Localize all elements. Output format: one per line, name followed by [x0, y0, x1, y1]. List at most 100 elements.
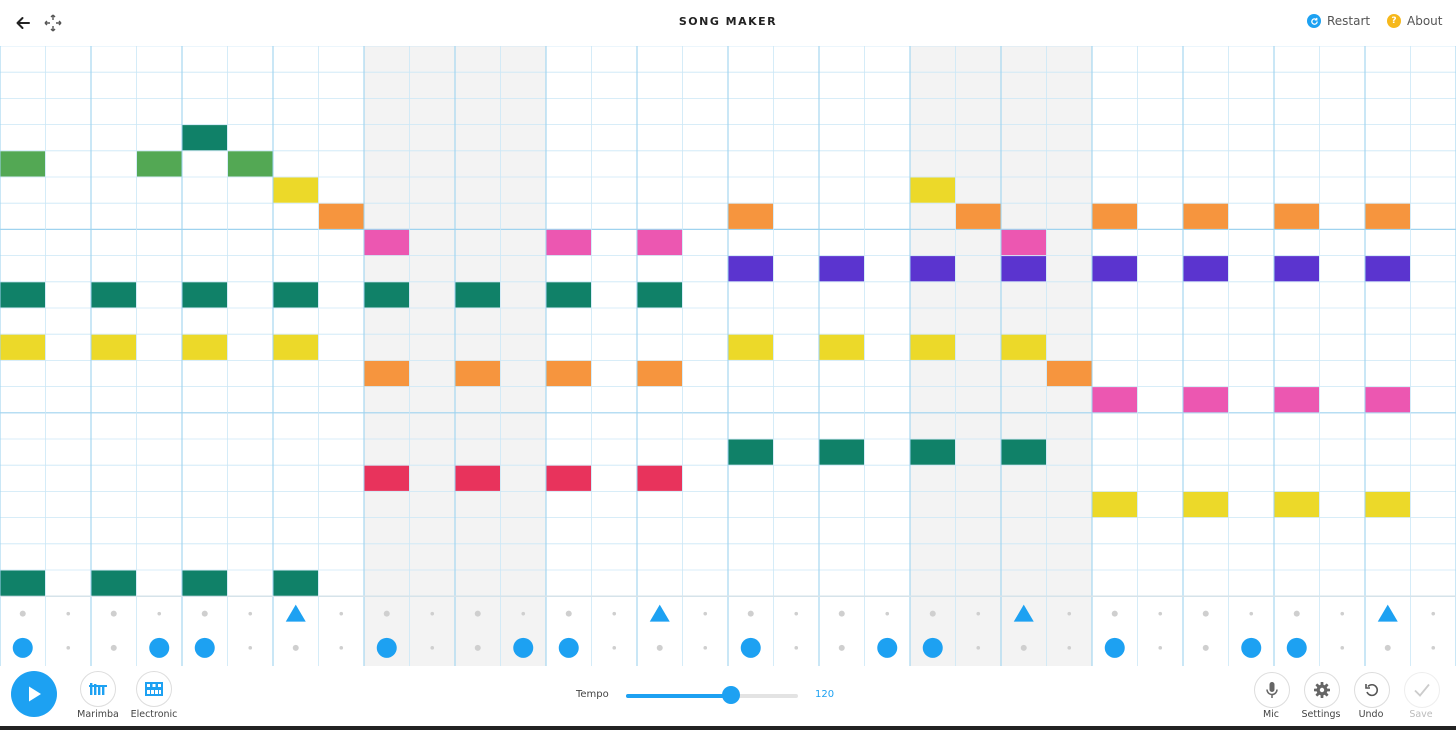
percussion-dot[interactable] [521, 611, 526, 616]
note-cell[interactable] [637, 465, 683, 491]
note-cell[interactable] [1365, 256, 1411, 282]
note-cell[interactable] [273, 177, 319, 203]
note-cell[interactable] [1183, 491, 1229, 518]
note-cell[interactable] [364, 282, 410, 308]
percussion-dot[interactable] [1431, 611, 1436, 616]
percussion-dot[interactable] [703, 646, 708, 650]
percussion-circle[interactable] [376, 637, 397, 658]
note-cell[interactable] [1274, 256, 1320, 282]
percussion-dot[interactable] [1067, 646, 1072, 650]
note-cell[interactable] [1092, 387, 1138, 413]
note-cell[interactable] [819, 256, 865, 282]
percussion-dot[interactable] [1340, 646, 1345, 650]
note-cell[interactable] [1183, 387, 1229, 413]
note-cell[interactable] [182, 570, 228, 596]
percussion-dot[interactable] [1293, 610, 1300, 617]
percussion-dot[interactable] [1111, 610, 1118, 617]
note-cell[interactable] [1092, 256, 1138, 282]
percussion-circle[interactable] [513, 637, 534, 658]
percussion-dot[interactable] [976, 646, 981, 650]
note-cell[interactable] [1365, 491, 1411, 518]
note-cell[interactable] [1365, 203, 1411, 229]
note-cell[interactable] [1001, 229, 1047, 256]
percussion-dot[interactable] [1202, 644, 1209, 651]
note-cell[interactable] [819, 334, 865, 360]
song-grid[interactable] [0, 46, 1456, 666]
note-cell[interactable] [637, 229, 683, 256]
percussion-triangle[interactable] [285, 604, 306, 622]
percussion-triangle[interactable] [1377, 604, 1398, 622]
note-cell[interactable] [910, 334, 956, 360]
note-cell[interactable] [137, 151, 182, 177]
note-cell[interactable] [91, 334, 137, 360]
note-cell[interactable] [1092, 491, 1138, 518]
undo-button[interactable] [1354, 672, 1390, 708]
percussion-dot[interactable] [976, 611, 981, 616]
save-button[interactable] [1404, 672, 1440, 708]
percussion-dot[interactable] [201, 610, 208, 617]
tempo-slider-thumb[interactable] [721, 686, 740, 704]
percussion-dot[interactable] [1158, 646, 1163, 650]
note-cell[interactable] [956, 203, 1001, 229]
marimba-button[interactable] [80, 671, 116, 707]
note-cell[interactable] [319, 203, 364, 229]
percussion-dot[interactable] [656, 644, 663, 651]
percussion-dot[interactable] [1384, 644, 1391, 651]
percussion-dot[interactable] [66, 646, 71, 650]
note-cell[interactable] [228, 151, 273, 177]
restart-button[interactable]: Restart [1307, 14, 1370, 28]
note-cell[interactable] [0, 334, 46, 360]
percussion-dot[interactable] [794, 646, 799, 650]
note-cell[interactable] [1183, 256, 1229, 282]
percussion-circle[interactable] [922, 637, 943, 658]
percussion-dot[interactable] [1431, 646, 1436, 650]
move-button[interactable] [41, 11, 65, 35]
percussion-dot[interactable] [929, 610, 936, 617]
note-cell[interactable] [546, 360, 592, 387]
note-cell[interactable] [1274, 203, 1320, 229]
percussion-circle[interactable] [149, 637, 170, 658]
note-cell[interactable] [910, 256, 956, 282]
note-cell[interactable] [546, 465, 592, 491]
mic-button[interactable] [1254, 672, 1290, 708]
percussion-circle[interactable] [194, 637, 215, 658]
note-cell[interactable] [182, 334, 228, 360]
percussion-dot[interactable] [430, 646, 435, 650]
note-cell[interactable] [1274, 491, 1320, 518]
note-cell[interactable] [1274, 387, 1320, 413]
percussion-dot[interactable] [703, 611, 708, 616]
note-cell[interactable] [91, 570, 137, 596]
percussion-dot[interactable] [19, 610, 26, 617]
percussion-dot[interactable] [1067, 611, 1072, 616]
play-button[interactable] [11, 671, 57, 717]
percussion-triangle[interactable] [1013, 604, 1034, 622]
note-cell[interactable] [182, 282, 228, 308]
percussion-dot[interactable] [248, 646, 253, 650]
note-cell[interactable] [455, 465, 501, 491]
electronic-button[interactable] [136, 671, 172, 707]
percussion-dot[interactable] [1249, 611, 1254, 616]
percussion-circle[interactable] [1104, 637, 1125, 658]
note-cell[interactable] [1001, 439, 1047, 465]
percussion-dot[interactable] [794, 611, 799, 616]
settings-button[interactable] [1304, 672, 1340, 708]
percussion-circle[interactable] [740, 637, 761, 658]
percussion-dot[interactable] [110, 644, 117, 651]
note-cell[interactable] [1001, 334, 1047, 360]
note-cell[interactable] [819, 439, 865, 465]
note-cell[interactable] [1047, 360, 1092, 387]
note-cell[interactable] [455, 282, 501, 308]
percussion-dot[interactable] [339, 611, 344, 616]
percussion-dot[interactable] [838, 610, 845, 617]
note-cell[interactable] [637, 282, 683, 308]
percussion-dot[interactable] [339, 646, 344, 650]
note-cell[interactable] [1092, 203, 1138, 229]
percussion-dot[interactable] [747, 610, 754, 617]
percussion-circle[interactable] [1241, 637, 1262, 658]
percussion-dot[interactable] [474, 644, 481, 651]
note-cell[interactable] [546, 282, 592, 308]
note-cell[interactable] [273, 334, 319, 360]
percussion-dot[interactable] [292, 644, 299, 651]
note-cell[interactable] [364, 360, 410, 387]
note-cell[interactable] [728, 203, 774, 229]
